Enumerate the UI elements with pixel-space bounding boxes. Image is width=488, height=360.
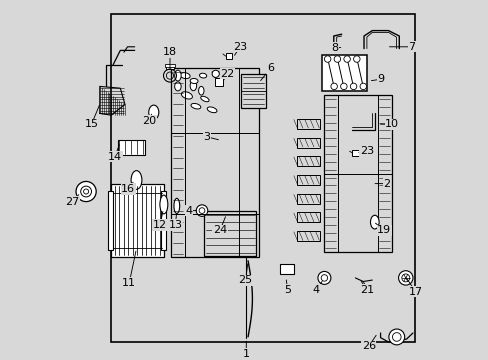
Bar bbox=[241, 74, 265, 108]
Circle shape bbox=[212, 70, 219, 77]
Text: 6: 6 bbox=[266, 63, 273, 73]
Text: 4: 4 bbox=[185, 206, 192, 216]
Bar bbox=[111, 14, 415, 342]
Bar bbox=[296, 212, 320, 222]
Bar bbox=[296, 156, 320, 166]
Circle shape bbox=[330, 83, 337, 90]
Text: 23: 23 bbox=[359, 146, 373, 156]
Bar bbox=[296, 175, 320, 185]
Bar bbox=[296, 138, 320, 148]
Bar bbox=[322, 55, 366, 91]
Bar bbox=[296, 194, 320, 204]
Bar bbox=[352, 150, 358, 156]
Circle shape bbox=[196, 205, 207, 216]
Bar bbox=[215, 78, 223, 86]
Ellipse shape bbox=[191, 103, 201, 109]
Ellipse shape bbox=[370, 215, 378, 229]
Circle shape bbox=[317, 271, 330, 284]
Text: 17: 17 bbox=[407, 287, 422, 297]
Ellipse shape bbox=[180, 73, 190, 78]
Text: 4: 4 bbox=[312, 285, 320, 295]
Bar bbox=[166, 66, 173, 69]
Text: 1: 1 bbox=[243, 348, 249, 359]
Circle shape bbox=[340, 83, 346, 90]
Ellipse shape bbox=[207, 107, 217, 113]
Bar bbox=[204, 211, 256, 256]
Text: 14: 14 bbox=[108, 152, 122, 162]
Text: 11: 11 bbox=[122, 278, 136, 288]
Ellipse shape bbox=[200, 96, 209, 102]
Text: 10: 10 bbox=[385, 119, 398, 129]
Text: 20: 20 bbox=[142, 116, 156, 126]
Text: 24: 24 bbox=[212, 225, 227, 235]
Bar bbox=[225, 53, 232, 59]
Circle shape bbox=[76, 181, 96, 202]
Bar bbox=[118, 140, 144, 155]
Ellipse shape bbox=[131, 171, 142, 189]
Bar bbox=[323, 95, 391, 252]
Text: 22: 22 bbox=[220, 69, 234, 79]
Circle shape bbox=[398, 271, 412, 285]
Bar bbox=[161, 191, 166, 250]
Ellipse shape bbox=[199, 73, 206, 78]
Ellipse shape bbox=[174, 82, 181, 91]
Text: 13: 13 bbox=[168, 220, 182, 230]
Ellipse shape bbox=[160, 195, 167, 214]
Ellipse shape bbox=[148, 105, 159, 120]
Text: 2: 2 bbox=[383, 179, 389, 189]
Ellipse shape bbox=[190, 81, 196, 91]
Text: 8: 8 bbox=[330, 42, 337, 53]
Bar bbox=[111, 184, 163, 257]
Bar bbox=[108, 191, 113, 250]
Text: 25: 25 bbox=[238, 275, 252, 285]
Text: 19: 19 bbox=[376, 225, 390, 235]
Text: 26: 26 bbox=[361, 341, 375, 351]
Text: 27: 27 bbox=[65, 197, 80, 207]
Circle shape bbox=[359, 83, 366, 90]
Bar bbox=[170, 68, 258, 257]
Circle shape bbox=[324, 56, 330, 62]
Text: 16: 16 bbox=[121, 184, 135, 194]
Text: 9: 9 bbox=[377, 74, 384, 84]
Bar bbox=[280, 264, 294, 274]
Circle shape bbox=[349, 83, 356, 90]
Bar bbox=[296, 231, 320, 241]
Text: 5: 5 bbox=[284, 285, 290, 295]
Circle shape bbox=[343, 56, 349, 62]
Text: 12: 12 bbox=[153, 220, 166, 230]
Text: 3: 3 bbox=[203, 132, 210, 142]
Circle shape bbox=[333, 56, 340, 62]
Text: 15: 15 bbox=[84, 119, 98, 129]
Bar bbox=[165, 64, 174, 67]
Text: 7: 7 bbox=[407, 42, 415, 52]
Ellipse shape bbox=[190, 78, 198, 84]
Text: 23: 23 bbox=[233, 42, 247, 52]
Ellipse shape bbox=[198, 86, 203, 95]
Text: 21: 21 bbox=[359, 285, 373, 295]
Text: 18: 18 bbox=[163, 47, 177, 57]
Ellipse shape bbox=[174, 70, 181, 81]
Ellipse shape bbox=[174, 198, 179, 213]
Circle shape bbox=[353, 56, 359, 62]
Circle shape bbox=[388, 329, 404, 345]
Ellipse shape bbox=[181, 92, 192, 99]
Bar bbox=[296, 119, 320, 129]
